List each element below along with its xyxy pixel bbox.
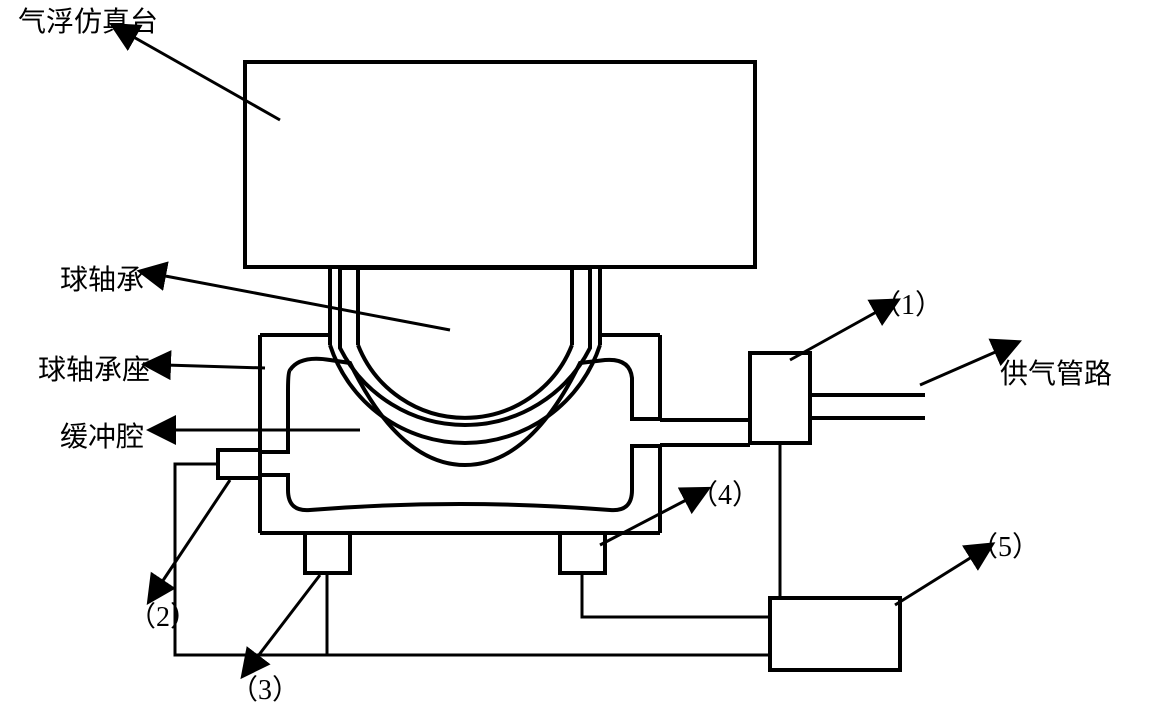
label-buffer-cavity: 缓冲腔 [60,415,144,455]
label-sim-table: 气浮仿真台 [18,0,158,40]
label-ref-4: （4） [690,473,760,513]
label-ref-1: （1） [873,283,943,323]
label-ref-3: （3） [230,668,300,708]
label-ball-bearing: 球轴承 [60,258,144,298]
label-ref-5: （5） [970,525,1040,565]
label-ref-2: （2） [128,595,198,635]
label-bearing-seat: 球轴承座 [38,348,150,388]
label-air-supply: 供气管路 [1000,352,1112,392]
